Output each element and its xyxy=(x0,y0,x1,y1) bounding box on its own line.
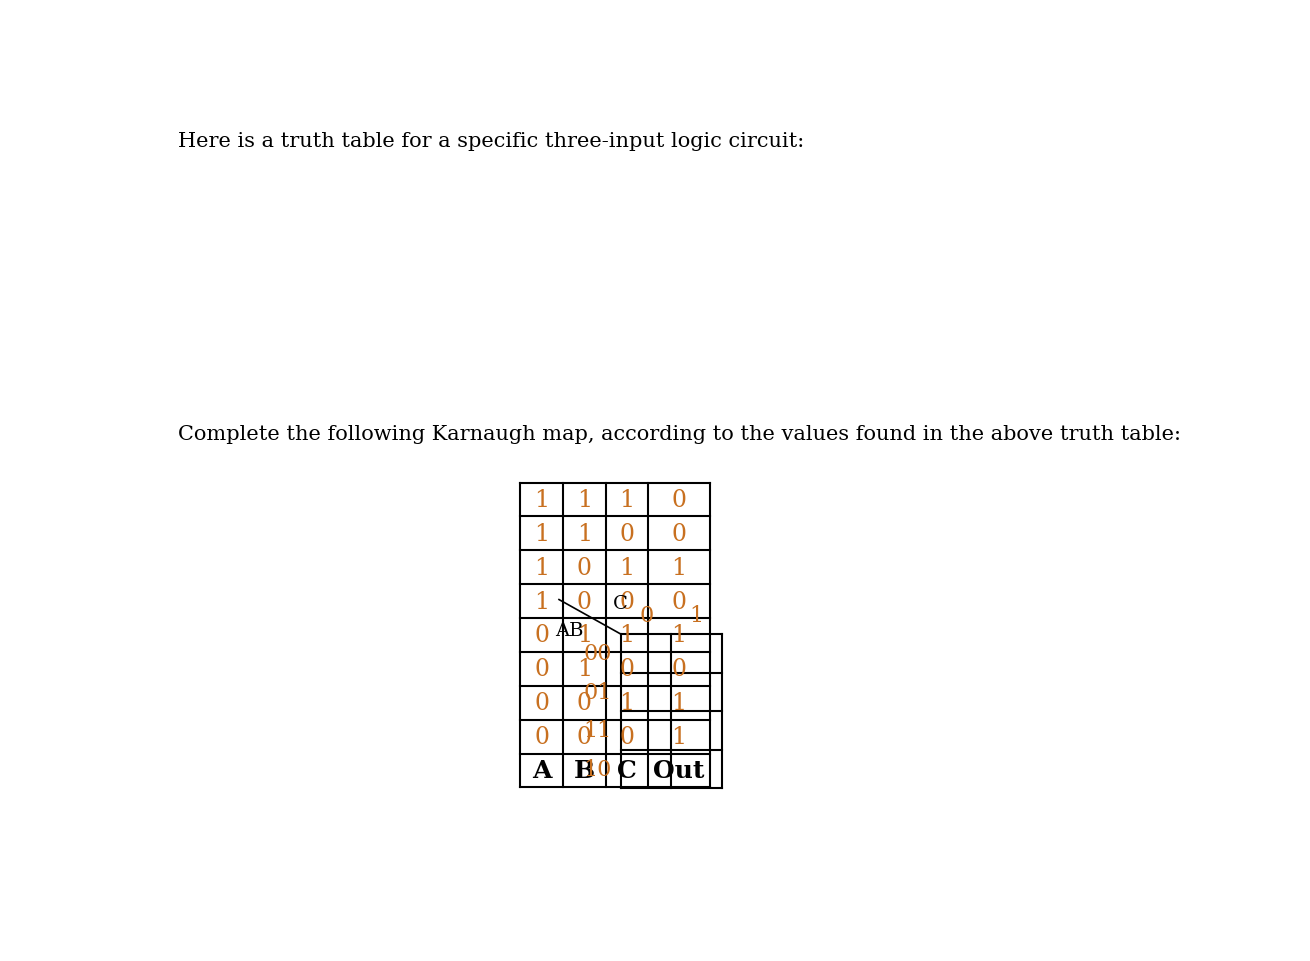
Text: 0: 0 xyxy=(534,657,549,680)
Text: 0: 0 xyxy=(620,522,634,545)
Text: 1: 1 xyxy=(576,488,592,511)
Text: 0: 0 xyxy=(534,692,549,714)
Text: 11: 11 xyxy=(584,720,612,742)
Text: 00: 00 xyxy=(583,643,612,665)
Text: Here is a truth table for a specific three-input logic circuit:: Here is a truth table for a specific thr… xyxy=(178,133,804,151)
Text: 1: 1 xyxy=(534,522,549,545)
Text: 1: 1 xyxy=(620,692,634,714)
Text: 1: 1 xyxy=(576,624,592,647)
Text: 1: 1 xyxy=(534,488,549,511)
Text: 1: 1 xyxy=(576,522,592,545)
Text: Out: Out xyxy=(654,758,705,782)
Text: 1: 1 xyxy=(620,488,634,511)
Text: 1: 1 xyxy=(534,556,549,579)
Text: 1: 1 xyxy=(672,624,686,647)
Text: 1: 1 xyxy=(620,556,634,579)
Text: 0: 0 xyxy=(576,726,592,749)
Text: 0: 0 xyxy=(534,726,549,749)
Text: 1: 1 xyxy=(672,726,686,749)
Text: 1: 1 xyxy=(689,604,703,627)
Text: A: A xyxy=(532,758,552,782)
Text: 1: 1 xyxy=(576,657,592,680)
Text: 1: 1 xyxy=(620,624,634,647)
Text: 0: 0 xyxy=(672,657,686,680)
Text: 0: 0 xyxy=(639,604,654,627)
Text: 0: 0 xyxy=(576,590,592,613)
Text: 0: 0 xyxy=(576,556,592,579)
Text: 0: 0 xyxy=(672,590,686,613)
Text: 0: 0 xyxy=(620,657,634,680)
Text: B: B xyxy=(574,758,595,782)
Text: AB: AB xyxy=(555,622,584,640)
Text: 10: 10 xyxy=(583,758,612,780)
Text: C: C xyxy=(617,758,637,782)
Text: 01: 01 xyxy=(583,681,612,703)
Text: 0: 0 xyxy=(620,726,634,749)
Text: C: C xyxy=(613,595,627,613)
Text: 0: 0 xyxy=(620,590,634,613)
Text: 0: 0 xyxy=(672,522,686,545)
Text: 1: 1 xyxy=(534,590,549,613)
Text: 0: 0 xyxy=(672,488,686,511)
Text: 0: 0 xyxy=(534,624,549,647)
Text: Complete the following Karnaugh map, according to the values found in the above : Complete the following Karnaugh map, acc… xyxy=(178,425,1180,444)
Text: 0: 0 xyxy=(576,692,592,714)
Text: 1: 1 xyxy=(672,692,686,714)
Text: 1: 1 xyxy=(672,556,686,579)
